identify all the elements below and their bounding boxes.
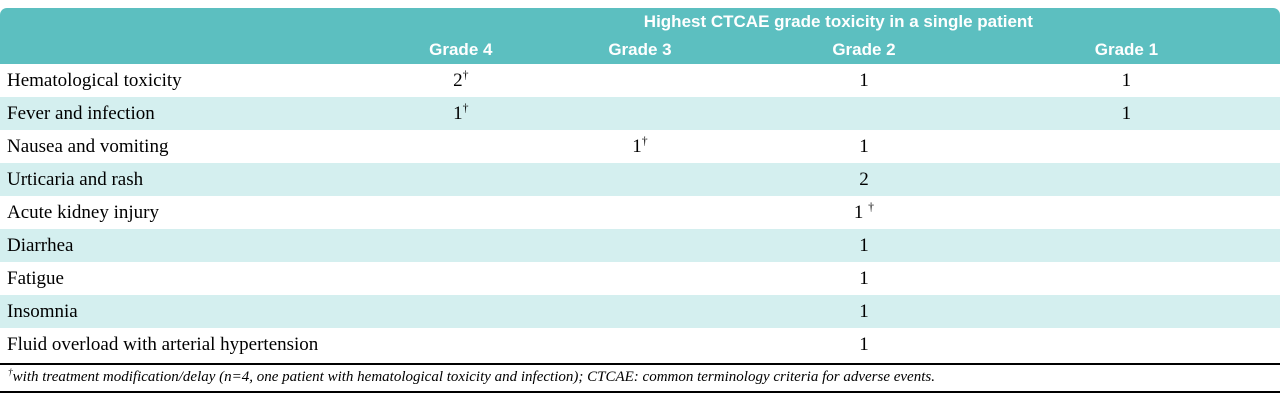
grade-value: 1 — [972, 97, 1280, 130]
grade-value: 1 — [972, 64, 1280, 97]
table-row: Nausea and vomiting 1† 1 — [0, 130, 1280, 163]
grade-value — [396, 262, 525, 295]
column-header-grade1: Grade 1 — [972, 36, 1280, 64]
footnote: †with treatment modification/delay (n=4,… — [0, 363, 1280, 393]
grade-value — [524, 262, 756, 295]
dagger-superscript: † — [641, 134, 648, 148]
column-header-grade2: Grade 2 — [755, 36, 973, 64]
grade-value — [972, 328, 1280, 361]
toxicity-label: Hematological toxicity — [0, 64, 397, 97]
grade-value: 1 — [755, 328, 973, 361]
grade-value: 1† — [396, 97, 525, 130]
grade-value — [396, 196, 525, 229]
grade-value — [524, 97, 756, 130]
table-row: Urticaria and rash 2 — [0, 163, 1280, 196]
header-empty-cell — [0, 36, 397, 64]
table-body: Hematological toxicity 2† 1 1 Fever and infe… — [0, 64, 1280, 361]
dagger-marker: † — [8, 368, 13, 378]
grade-value: 1† — [524, 130, 756, 163]
grade-value: 2† — [396, 64, 525, 97]
toxicity-label: Acute kidney injury — [0, 196, 397, 229]
grade-value — [524, 163, 756, 196]
table-header: Highest CTCAE grade toxicity in a single… — [0, 8, 1280, 64]
grade-value: 1 — [755, 262, 973, 295]
toxicity-label: Diarrhea — [0, 229, 397, 262]
grade-value: 1 — [755, 130, 973, 163]
grade-value — [396, 130, 525, 163]
table-row: Fever and infection 1† 1 — [0, 97, 1280, 130]
table-row: Fluid overload with arterial hypertensio… — [0, 328, 1280, 361]
footnote-text: with treatment modification/delay (n=4, … — [12, 369, 935, 385]
grade-value — [755, 97, 973, 130]
toxicity-label: Nausea and vomiting — [0, 130, 397, 163]
grade-value — [972, 295, 1280, 328]
grade-value — [524, 229, 756, 262]
grade-value — [972, 163, 1280, 196]
grade-value — [972, 130, 1280, 163]
toxicity-label: Fever and infection — [0, 97, 397, 130]
header-corner-cell — [0, 8, 397, 36]
grade-value — [524, 328, 756, 361]
table-row: Fatigue 1 — [0, 262, 1280, 295]
toxicity-label: Fatigue — [0, 262, 397, 295]
grade-value — [972, 196, 1280, 229]
grade-value — [396, 163, 525, 196]
toxicity-label: Urticaria and rash — [0, 163, 397, 196]
grade-value: 1 † — [755, 196, 973, 229]
table-title: Highest CTCAE grade toxicity in a single… — [396, 8, 1280, 36]
table-row: Hematological toxicity 2† 1 1 — [0, 64, 1280, 97]
grade-value — [972, 229, 1280, 262]
grade-value: 1 — [755, 295, 973, 328]
column-header-grade4: Grade 4 — [396, 36, 525, 64]
table-row: Diarrhea 1 — [0, 229, 1280, 262]
grade-value — [972, 262, 1280, 295]
grade-value — [396, 295, 525, 328]
column-header-grade3: Grade 3 — [524, 36, 756, 64]
header-row-title: Highest CTCAE grade toxicity in a single… — [0, 8, 1280, 36]
dagger-superscript: † — [462, 68, 469, 82]
dagger-superscript: † — [868, 200, 875, 214]
dagger-superscript: † — [462, 101, 469, 115]
grade-value: 1 — [755, 229, 973, 262]
header-row-grades: Grade 4 Grade 3 Grade 2 Grade 1 — [0, 36, 1280, 64]
toxicity-label: Fluid overload with arterial hypertensio… — [0, 328, 397, 361]
table-row: Acute kidney injury 1 † — [0, 196, 1280, 229]
grade-value: 2 — [755, 163, 973, 196]
grade-value: 1 — [755, 64, 973, 97]
toxicity-label: Insomnia — [0, 295, 397, 328]
grade-value — [524, 196, 756, 229]
toxicity-table: Highest CTCAE grade toxicity in a single… — [0, 8, 1280, 361]
grade-value — [524, 295, 756, 328]
grade-value — [396, 229, 525, 262]
grade-value — [396, 328, 525, 361]
table-row: Insomnia 1 — [0, 295, 1280, 328]
grade-value — [524, 64, 756, 97]
